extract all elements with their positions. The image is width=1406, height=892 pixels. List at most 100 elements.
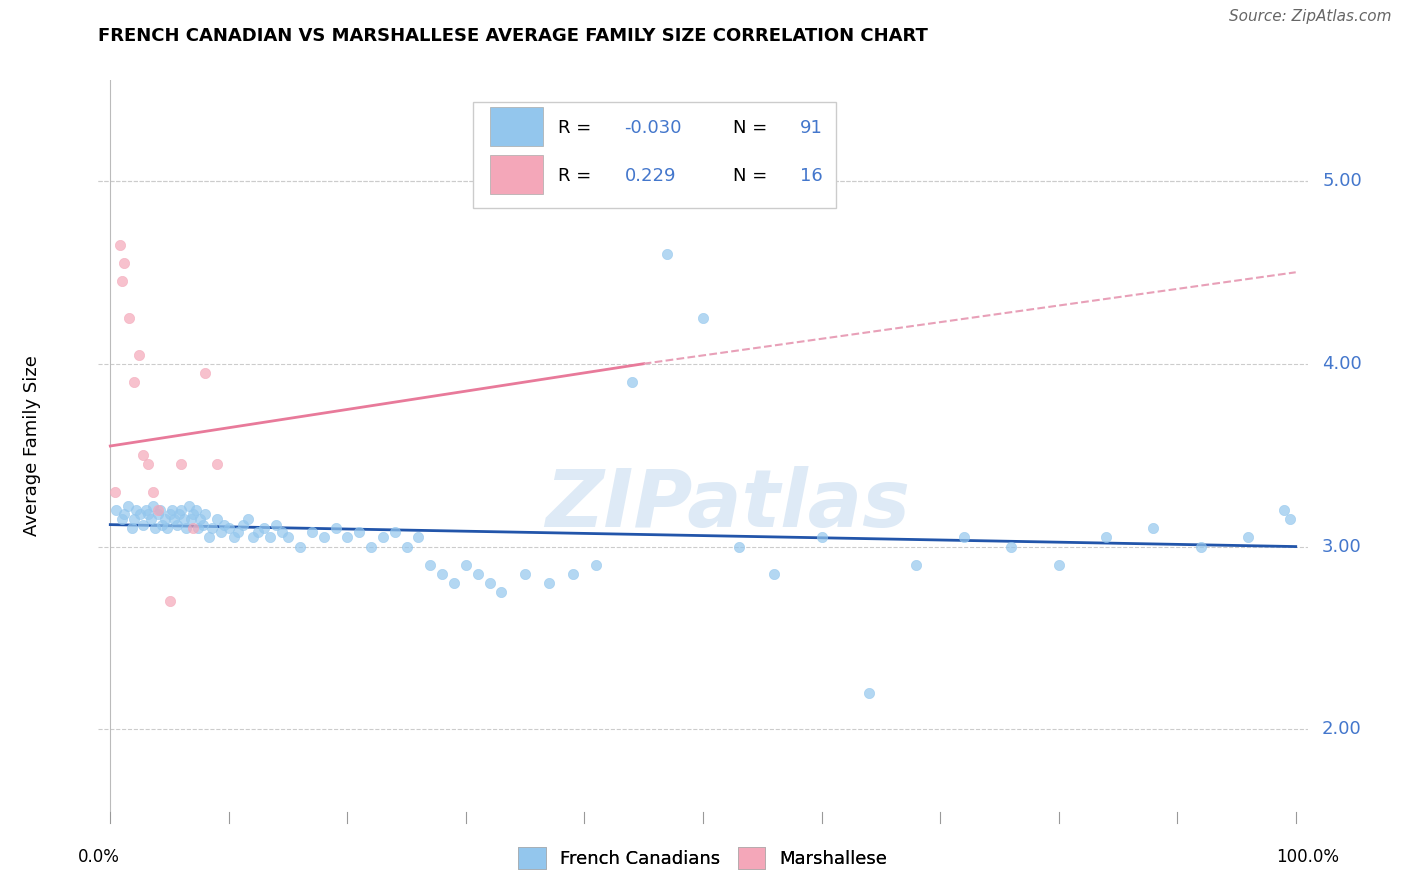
Text: 100.0%: 100.0% bbox=[1277, 848, 1339, 866]
Point bbox=[491, 585, 513, 599]
Point bbox=[105, 503, 128, 517]
Point bbox=[191, 517, 214, 532]
Point bbox=[156, 521, 179, 535]
Point bbox=[620, 375, 643, 389]
Text: 5.00: 5.00 bbox=[1322, 172, 1362, 190]
Point bbox=[163, 512, 186, 526]
Point bbox=[194, 366, 217, 380]
Point bbox=[443, 576, 465, 591]
Point bbox=[170, 503, 193, 517]
Point bbox=[135, 503, 157, 517]
Point bbox=[167, 507, 190, 521]
Text: 91: 91 bbox=[800, 119, 823, 136]
Point bbox=[336, 530, 359, 544]
Point bbox=[226, 524, 249, 539]
Point bbox=[136, 507, 159, 521]
Point bbox=[259, 530, 281, 544]
Point bbox=[360, 540, 382, 554]
Point bbox=[118, 311, 141, 326]
Point bbox=[218, 521, 240, 535]
Point bbox=[125, 503, 148, 517]
Point bbox=[467, 567, 489, 582]
Text: R =: R = bbox=[558, 119, 591, 136]
Point bbox=[177, 500, 200, 514]
Point bbox=[180, 512, 202, 526]
Point bbox=[146, 503, 169, 517]
Point bbox=[454, 558, 477, 572]
Point bbox=[585, 558, 607, 572]
Text: N =: N = bbox=[734, 167, 768, 186]
Text: Source: ZipAtlas.com: Source: ZipAtlas.com bbox=[1229, 9, 1392, 24]
Text: Average Family Size: Average Family Size bbox=[22, 356, 41, 536]
Point bbox=[166, 517, 188, 532]
Text: 4.00: 4.00 bbox=[1322, 355, 1362, 373]
Point bbox=[692, 311, 714, 326]
Point bbox=[205, 512, 228, 526]
Point bbox=[174, 521, 197, 535]
Point bbox=[1142, 521, 1164, 535]
Point bbox=[142, 484, 165, 499]
Text: 16: 16 bbox=[800, 167, 823, 186]
Point bbox=[561, 567, 583, 582]
Point bbox=[170, 458, 193, 472]
Point bbox=[727, 540, 749, 554]
Point bbox=[271, 524, 294, 539]
Point bbox=[153, 512, 176, 526]
Point bbox=[114, 507, 136, 521]
Point bbox=[117, 500, 139, 514]
Text: R =: R = bbox=[558, 167, 591, 186]
Point bbox=[408, 530, 430, 544]
Text: -0.030: -0.030 bbox=[624, 119, 682, 136]
Text: 3.00: 3.00 bbox=[1322, 538, 1362, 556]
Point bbox=[111, 275, 134, 289]
Point bbox=[236, 512, 259, 526]
Point bbox=[142, 500, 165, 514]
Point bbox=[160, 503, 183, 517]
Point bbox=[247, 524, 270, 539]
Point bbox=[209, 524, 232, 539]
Point bbox=[190, 512, 212, 526]
Point bbox=[122, 512, 145, 526]
Point bbox=[222, 530, 245, 544]
Point bbox=[537, 576, 560, 591]
Point bbox=[1278, 512, 1301, 526]
Point bbox=[132, 517, 155, 532]
Point bbox=[301, 524, 323, 539]
Point bbox=[128, 348, 150, 362]
Point bbox=[205, 458, 228, 472]
Point bbox=[111, 512, 134, 526]
Point bbox=[905, 558, 928, 572]
Point bbox=[201, 521, 224, 535]
Point bbox=[121, 521, 143, 535]
Point bbox=[312, 530, 335, 544]
Point bbox=[104, 484, 127, 499]
Point bbox=[952, 530, 974, 544]
Point bbox=[325, 521, 347, 535]
FancyBboxPatch shape bbox=[491, 155, 543, 194]
Point bbox=[242, 530, 264, 544]
Text: 0.229: 0.229 bbox=[624, 167, 676, 186]
Point bbox=[478, 576, 501, 591]
Point bbox=[152, 517, 174, 532]
Point bbox=[1000, 540, 1022, 554]
Point bbox=[132, 448, 155, 462]
Point bbox=[858, 686, 880, 700]
Point bbox=[184, 503, 207, 517]
Point bbox=[173, 512, 195, 526]
Point bbox=[347, 524, 370, 539]
Point bbox=[159, 594, 181, 608]
Point bbox=[212, 517, 235, 532]
Point bbox=[122, 375, 145, 389]
Point bbox=[108, 238, 131, 252]
Point bbox=[1237, 530, 1260, 544]
FancyBboxPatch shape bbox=[474, 103, 837, 209]
Point bbox=[515, 567, 537, 582]
Point bbox=[143, 521, 166, 535]
Point bbox=[384, 524, 406, 539]
Point bbox=[197, 530, 219, 544]
Point bbox=[277, 530, 299, 544]
Point bbox=[194, 507, 217, 521]
Legend: French Canadians, Marshallese: French Canadians, Marshallese bbox=[512, 839, 894, 876]
Point bbox=[146, 507, 169, 521]
Point bbox=[232, 517, 254, 532]
